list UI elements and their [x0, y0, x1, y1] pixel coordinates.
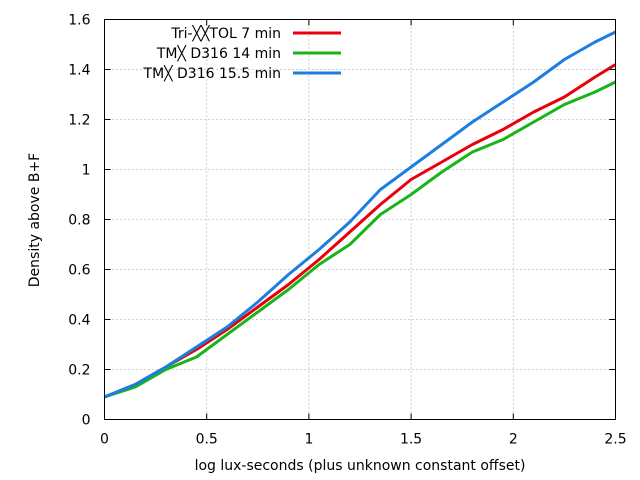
series-line-3: [103, 30, 617, 399]
x-tick-label: 1.5: [400, 432, 422, 448]
x-axis-title: log lux-seconds (plus unknown constant o…: [195, 458, 526, 474]
y-tick-label: 0.8: [68, 213, 90, 229]
x-tick-label: 2: [509, 432, 518, 448]
y-axis-title: Density above B+F: [27, 153, 43, 287]
y-tick-label: 1.4: [68, 63, 90, 79]
grid-lines: [104, 19, 616, 420]
x-tick-label: 1: [304, 432, 313, 448]
series-line-1: [103, 63, 617, 399]
x-tick-label: 2.5: [604, 432, 626, 448]
y-tick-label: 0: [82, 413, 91, 429]
y-tick-label: 1.6: [68, 13, 90, 29]
series-lines: [103, 30, 617, 399]
y-tick-label: 1: [82, 163, 91, 179]
legend-label: Tri-╳╳TOL 7 min: [170, 25, 281, 42]
x-tick-label: 0: [100, 432, 109, 448]
y-tick-label: 0.2: [68, 363, 90, 379]
legend-label: TM╳ D316 15.5 min: [143, 65, 281, 82]
legend: Tri-╳╳TOL 7 min TM╳ D316 14 min TM╳ D316 1…: [143, 25, 341, 82]
x-tick-label: 0.5: [196, 432, 218, 448]
legend-label: TM╳ D316 14 min: [156, 45, 281, 62]
y-tick-label: 1.2: [68, 113, 90, 129]
y-tick-label: 0.6: [68, 263, 90, 279]
y-tick-label: 0.4: [68, 313, 90, 329]
series-line-2: [104, 80, 617, 399]
axis-ticks: 0 0.5 1 1.5 2 2.5 0 0.2 0.4 0.6 0.8 1 1.2 1.4 1.6: [68, 13, 626, 448]
